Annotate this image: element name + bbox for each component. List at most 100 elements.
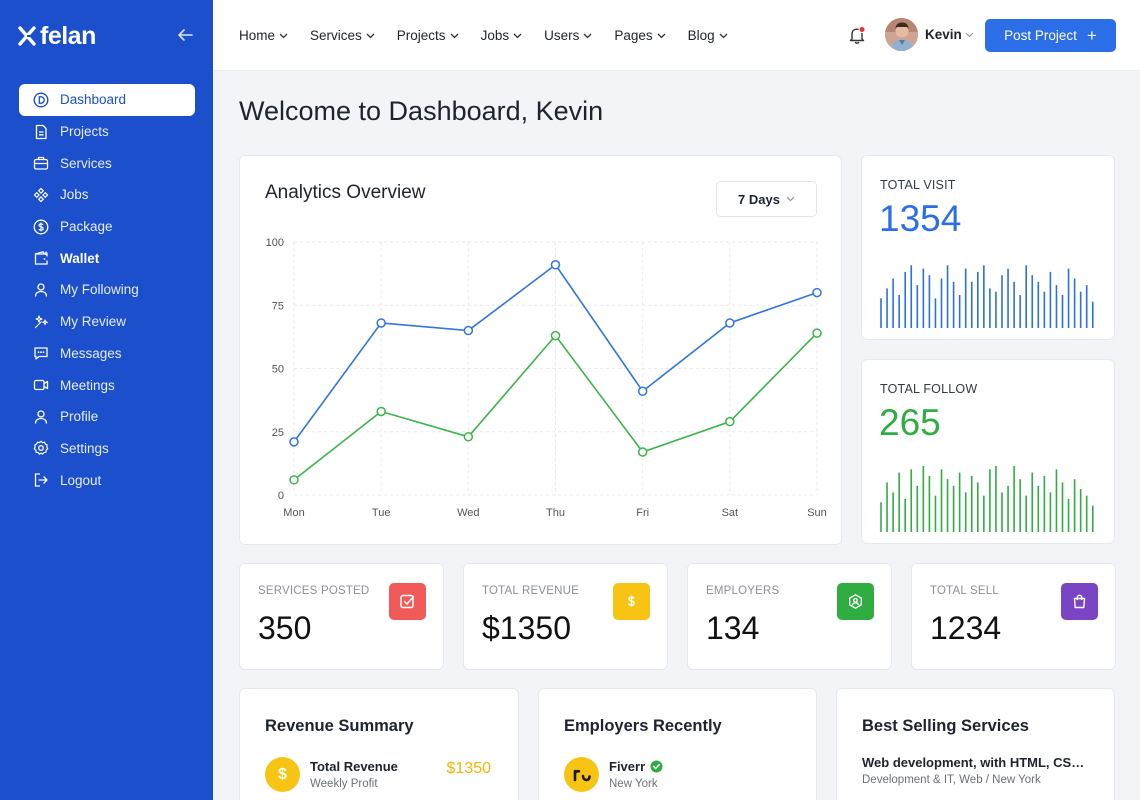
data-point[interactable]	[289, 437, 299, 447]
sidebar-item-my-review[interactable]: My Review	[19, 306, 195, 338]
revenue-item-value: $1350	[446, 760, 492, 777]
menu-label: Home	[239, 28, 276, 43]
menu-projects[interactable]: Projects	[397, 28, 459, 43]
menu-services[interactable]: Services	[310, 28, 375, 43]
sidebar-item-jobs[interactable]: Jobs	[19, 179, 195, 211]
total-sell-value: 1234	[930, 610, 1002, 646]
menu-blog[interactable]: Blog	[688, 28, 728, 43]
plus-icon: +	[1086, 26, 1097, 45]
user-menu[interactable]: Kevin	[885, 18, 974, 51]
sidebar-item-logout[interactable]: Logout	[19, 464, 195, 496]
collapse-sidebar-button[interactable]	[176, 27, 194, 43]
data-point[interactable]	[376, 318, 386, 328]
employers-recently-card: Employers Recently Fiverr New York	[538, 688, 817, 800]
dollar-icon: $	[265, 757, 300, 792]
video-icon	[33, 377, 49, 393]
x-tick-label: Thu	[546, 507, 565, 519]
services-posted-value: 350	[258, 610, 312, 646]
sidebar-item-projects[interactable]: Projects	[19, 116, 195, 148]
date-range-select[interactable]: 7 Days	[716, 181, 817, 217]
sparkle-icon	[33, 314, 49, 330]
data-point[interactable]	[289, 475, 299, 485]
chat-icon	[33, 345, 49, 361]
chevron-down-icon	[513, 33, 522, 38]
total-revenue-card: TOTAL REVENUE $1350	[463, 563, 668, 670]
menu-home[interactable]: Home	[239, 28, 288, 43]
data-point[interactable]	[725, 416, 735, 427]
data-point[interactable]	[463, 325, 474, 336]
x-tick-label: Tue	[372, 507, 391, 519]
revenue-summary-title: Revenue Summary	[265, 717, 414, 735]
menu-jobs[interactable]: Jobs	[481, 28, 523, 43]
employer-name[interactable]: Fiverr	[609, 759, 663, 774]
revenue-summary-card: Revenue Summary $ Total Revenue Weekly P…	[239, 688, 519, 800]
sidebar-item-label: Logout	[60, 472, 102, 488]
dollar-circle-icon	[33, 219, 49, 235]
menu-pages[interactable]: Pages	[614, 28, 666, 43]
revenue-item-sub: Weekly Profit	[310, 778, 378, 790]
sidebar-item-settings[interactable]: Settings	[19, 433, 195, 465]
sidebar-item-wallet[interactable]: Wallet	[19, 242, 195, 274]
data-point[interactable]	[725, 318, 735, 328]
x-tick-label: Sun	[807, 507, 827, 519]
menu-users[interactable]: Users	[544, 28, 592, 43]
sidebar-nav: Dashboard Projects Services Jobs Package…	[19, 84, 195, 496]
chevron-down-icon	[657, 33, 666, 38]
menu-label: Users	[544, 28, 580, 43]
service-name[interactable]: Web development, with HTML, CSS, JavaScr…	[862, 755, 1092, 770]
y-tick-label: 0	[278, 490, 284, 502]
data-point[interactable]	[812, 287, 822, 298]
data-point[interactable]	[550, 260, 561, 270]
y-tick-label: 25	[272, 427, 284, 439]
wallet-icon	[33, 250, 49, 266]
post-project-button[interactable]: Post Project +	[985, 19, 1116, 52]
verified-icon	[650, 760, 663, 773]
x-tick-label: Fri	[636, 507, 649, 519]
sidebar-item-my-following[interactable]: My Following	[19, 274, 195, 306]
sidebar-item-dashboard[interactable]: Dashboard	[19, 84, 195, 116]
sidebar-item-label: Meetings	[60, 377, 115, 393]
sidebar-item-meetings[interactable]: Meetings	[19, 369, 195, 401]
post-project-label: Post Project	[1004, 28, 1077, 43]
total-sell-card: TOTAL SELL 1234	[911, 563, 1116, 670]
x-tick-label: Mon	[283, 507, 304, 519]
sidebar-item-profile[interactable]: Profile	[19, 401, 195, 433]
sidebar-item-label: Services	[60, 155, 112, 171]
notification-bell-icon[interactable]	[847, 25, 867, 45]
service-meta: Development & IT, Web / New York	[862, 774, 1041, 786]
sidebar-item-messages[interactable]: Messages	[19, 338, 195, 370]
logo-mark-icon	[18, 26, 36, 46]
user-name: Kevin	[925, 27, 962, 42]
top-menu: Home Services Projects Jobs Users Pages …	[239, 0, 750, 71]
data-point[interactable]	[376, 406, 386, 417]
sidebar-item-services[interactable]: Services	[19, 147, 195, 179]
analytics-overview-card: Analytics Overview 7 Days 100 75 50 25 0 Mon T…	[239, 155, 842, 545]
employers-value: 134	[706, 610, 760, 646]
revenue-item-name: Total Revenue	[310, 759, 398, 774]
user-icon	[33, 282, 49, 298]
data-point[interactable]	[550, 330, 561, 341]
total-revenue-label: TOTAL REVENUE	[482, 585, 579, 597]
total-visit-value: 1354	[879, 198, 962, 239]
dashboard-icon	[33, 92, 49, 108]
shopping-bag-icon	[1061, 583, 1098, 620]
company-logo-icon[interactable]	[564, 757, 599, 792]
sidebar-item-package[interactable]: Package	[19, 211, 195, 243]
y-tick-label: 75	[272, 300, 284, 312]
employer-icon	[837, 583, 874, 620]
analytics-line-chart: 100 75 50 25 0 Mon Tue Wed Thu Fri Sat Sun	[266, 237, 827, 519]
data-point[interactable]	[637, 386, 648, 397]
data-point[interactable]	[463, 432, 474, 442]
logo[interactable]: felan	[18, 22, 96, 50]
data-point[interactable]	[812, 328, 822, 338]
data-point[interactable]	[637, 447, 648, 457]
chevron-down-icon	[366, 33, 375, 38]
logout-icon	[33, 472, 49, 488]
gear-icon	[33, 440, 49, 456]
sidebar-item-label: Projects	[60, 124, 109, 140]
total-visit-sparkbars	[880, 265, 1094, 328]
sidebar-item-label: My Review	[60, 314, 127, 330]
sidebar-item-label: Jobs	[60, 187, 89, 203]
x-tick-label: Sat	[722, 507, 739, 519]
sidebar-item-label: Wallet	[60, 250, 100, 266]
